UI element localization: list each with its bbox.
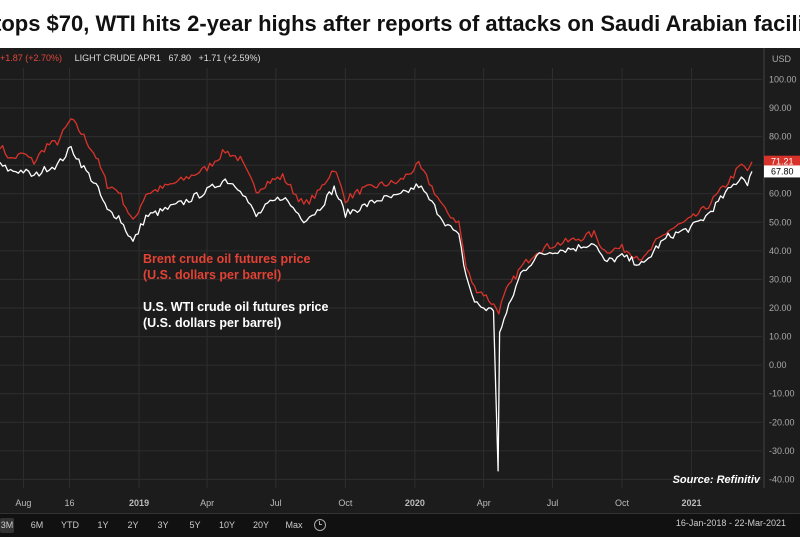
y-tick-label: 20.00 bbox=[769, 303, 792, 313]
y-tick-label: 0.00 bbox=[769, 360, 787, 370]
range-button-5y[interactable]: 5Y bbox=[189, 520, 201, 530]
wti-change: +1.71 (+2.59%) bbox=[198, 53, 261, 63]
wti-price: 67.80 bbox=[168, 53, 191, 63]
x-tick-label: 16 bbox=[65, 498, 75, 508]
currency-label: USD bbox=[772, 54, 792, 64]
range-button-3y[interactable]: 3Y bbox=[157, 520, 169, 530]
range-button-6m[interactable]: 6M bbox=[30, 520, 44, 530]
date-range[interactable]: 16-Jan-2018 - 22-Mar-2021 bbox=[676, 518, 786, 528]
y-tick-label: 50.00 bbox=[769, 217, 792, 227]
y-tick-label: 40.00 bbox=[769, 246, 792, 256]
x-tick-label: 2021 bbox=[682, 498, 702, 508]
x-tick-label: 2020 bbox=[405, 498, 425, 508]
legend-brent-units: (U.S. dollars per barrel) bbox=[143, 268, 282, 282]
quote-bar: +1.87 (+2.70%) LIGHT CRUDE APR1 67.80 +1… bbox=[0, 53, 261, 63]
range-button-max[interactable]: Max bbox=[285, 520, 303, 530]
legend-brent: Brent crude oil futures price (U.S. doll… bbox=[143, 251, 310, 283]
y-tick-label: 60.00 bbox=[769, 189, 792, 199]
clock-icon[interactable] bbox=[314, 519, 326, 531]
svg-text:67.80: 67.80 bbox=[771, 166, 794, 176]
y-tick-label: -10.00 bbox=[769, 389, 795, 399]
oil-price-chart[interactable]: 100.0090.0080.0070.0060.0050.0040.0030.0… bbox=[0, 0, 800, 513]
x-tick-label: Oct bbox=[615, 498, 630, 508]
range-button-1y[interactable]: 1Y bbox=[97, 520, 109, 530]
y-tick-label: 10.00 bbox=[769, 332, 792, 342]
date-to: 22-Mar-2021 bbox=[734, 518, 786, 528]
range-button-3m[interactable]: 3M bbox=[0, 518, 14, 533]
range-button-20y[interactable]: 20Y bbox=[252, 520, 269, 530]
y-tick-label: 80.00 bbox=[769, 132, 792, 142]
wti-last-value-tag: 67.80 bbox=[764, 165, 800, 178]
x-tick-label: Jul bbox=[547, 498, 559, 508]
x-tick-label: Apr bbox=[477, 498, 491, 508]
range-button-2y[interactable]: 2Y bbox=[127, 520, 139, 530]
chart-panel bbox=[0, 48, 800, 536]
legend-wti: U.S. WTI crude oil futures price (U.S. d… bbox=[143, 299, 328, 331]
source-credit: Source: Refinitiv bbox=[672, 474, 760, 486]
headline-bar: tops $70, WTI hits 2-year highs after re… bbox=[0, 0, 800, 48]
brent-last-value-tag: 71.21 bbox=[764, 155, 800, 168]
y-tick-label: -30.00 bbox=[769, 446, 795, 456]
legend-brent-title: Brent crude oil futures price bbox=[143, 252, 311, 266]
wti-instrument-name: LIGHT CRUDE APR1 bbox=[74, 53, 161, 63]
y-tick-label: 100.00 bbox=[769, 74, 797, 84]
brent-series-line bbox=[0, 118, 753, 315]
date-separator: - bbox=[728, 518, 732, 528]
x-tick-label: Apr bbox=[200, 498, 214, 508]
range-toolbar: 3M 6M YTD 1Y 2Y 3Y 5Y 10Y 20Y Max 16-Jan… bbox=[0, 513, 800, 537]
headline: tops $70, WTI hits 2-year highs after re… bbox=[0, 11, 800, 36]
y-tick-label: -40.00 bbox=[769, 474, 795, 484]
date-from: 16-Jan-2018 bbox=[675, 518, 727, 528]
x-tick-label: Oct bbox=[338, 498, 353, 508]
svg-text:71.21: 71.21 bbox=[771, 157, 794, 167]
range-button-10y[interactable]: 10Y bbox=[218, 520, 235, 530]
x-tick-label: 2019 bbox=[129, 498, 149, 508]
legend-wti-title: U.S. WTI crude oil futures price bbox=[143, 300, 329, 314]
y-tick-label: -20.00 bbox=[769, 417, 795, 427]
y-tick-label: 30.00 bbox=[769, 274, 792, 284]
brent-change: +1.87 (+2.70%) bbox=[0, 53, 63, 63]
x-tick-label: Jul bbox=[270, 498, 282, 508]
range-button-ytd[interactable]: YTD bbox=[61, 520, 79, 530]
x-tick-label: Aug bbox=[15, 498, 31, 508]
legend-wti-units: (U.S. dollars per barrel) bbox=[143, 316, 282, 330]
wti-series-line bbox=[0, 145, 753, 472]
y-tick-label: 90.00 bbox=[769, 103, 792, 113]
